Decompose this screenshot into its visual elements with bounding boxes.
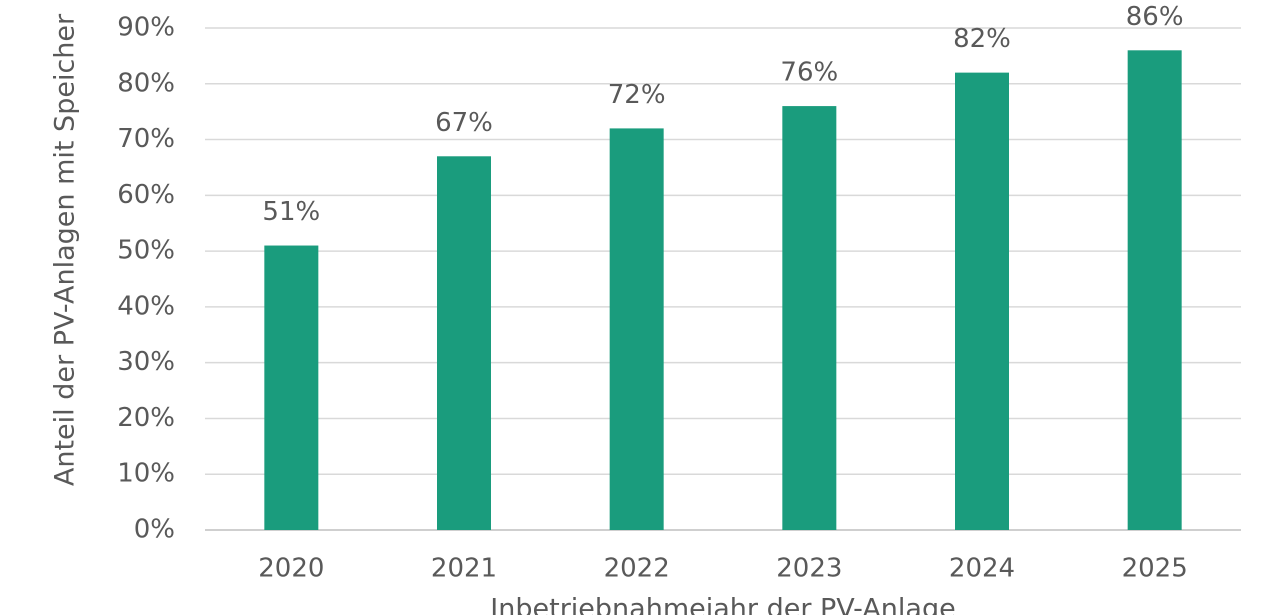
y-tick-label: 10%	[117, 459, 175, 489]
bar	[609, 128, 664, 530]
y-tick-label: 40%	[117, 291, 175, 321]
x-tick-label: 2021	[431, 554, 497, 584]
data-label: 72%	[608, 80, 666, 110]
y-tick-label: 50%	[117, 236, 175, 266]
bar	[1127, 50, 1182, 531]
x-axis-title: Inbetriebnahmejahr der PV-Anlage	[490, 594, 955, 615]
y-axis-title: Anteil der PV-Anlagen mit Speicher	[50, 13, 81, 486]
data-label: 51%	[262, 197, 320, 227]
data-label: 82%	[953, 24, 1011, 54]
data-label: 67%	[435, 108, 493, 138]
x-tick-label: 2024	[949, 554, 1015, 584]
y-tick-label: 0%	[134, 515, 175, 545]
y-tick-label: 30%	[117, 347, 175, 377]
bar	[955, 72, 1009, 530]
bar	[782, 106, 837, 530]
x-tick-label: 2022	[604, 554, 670, 584]
y-tick-label: 20%	[117, 403, 175, 433]
x-tick-label: 2020	[258, 554, 324, 584]
y-tick-label: 60%	[117, 180, 175, 210]
x-tick-label: 2023	[776, 554, 842, 584]
y-tick-label: 80%	[117, 68, 175, 98]
y-tick-label: 70%	[117, 124, 175, 154]
x-tick-label: 2025	[1122, 554, 1188, 584]
bar	[264, 245, 319, 531]
y-tick-label: 90%	[117, 13, 175, 43]
data-label: 86%	[1126, 2, 1184, 32]
data-label: 76%	[780, 58, 838, 88]
bar	[437, 156, 491, 531]
